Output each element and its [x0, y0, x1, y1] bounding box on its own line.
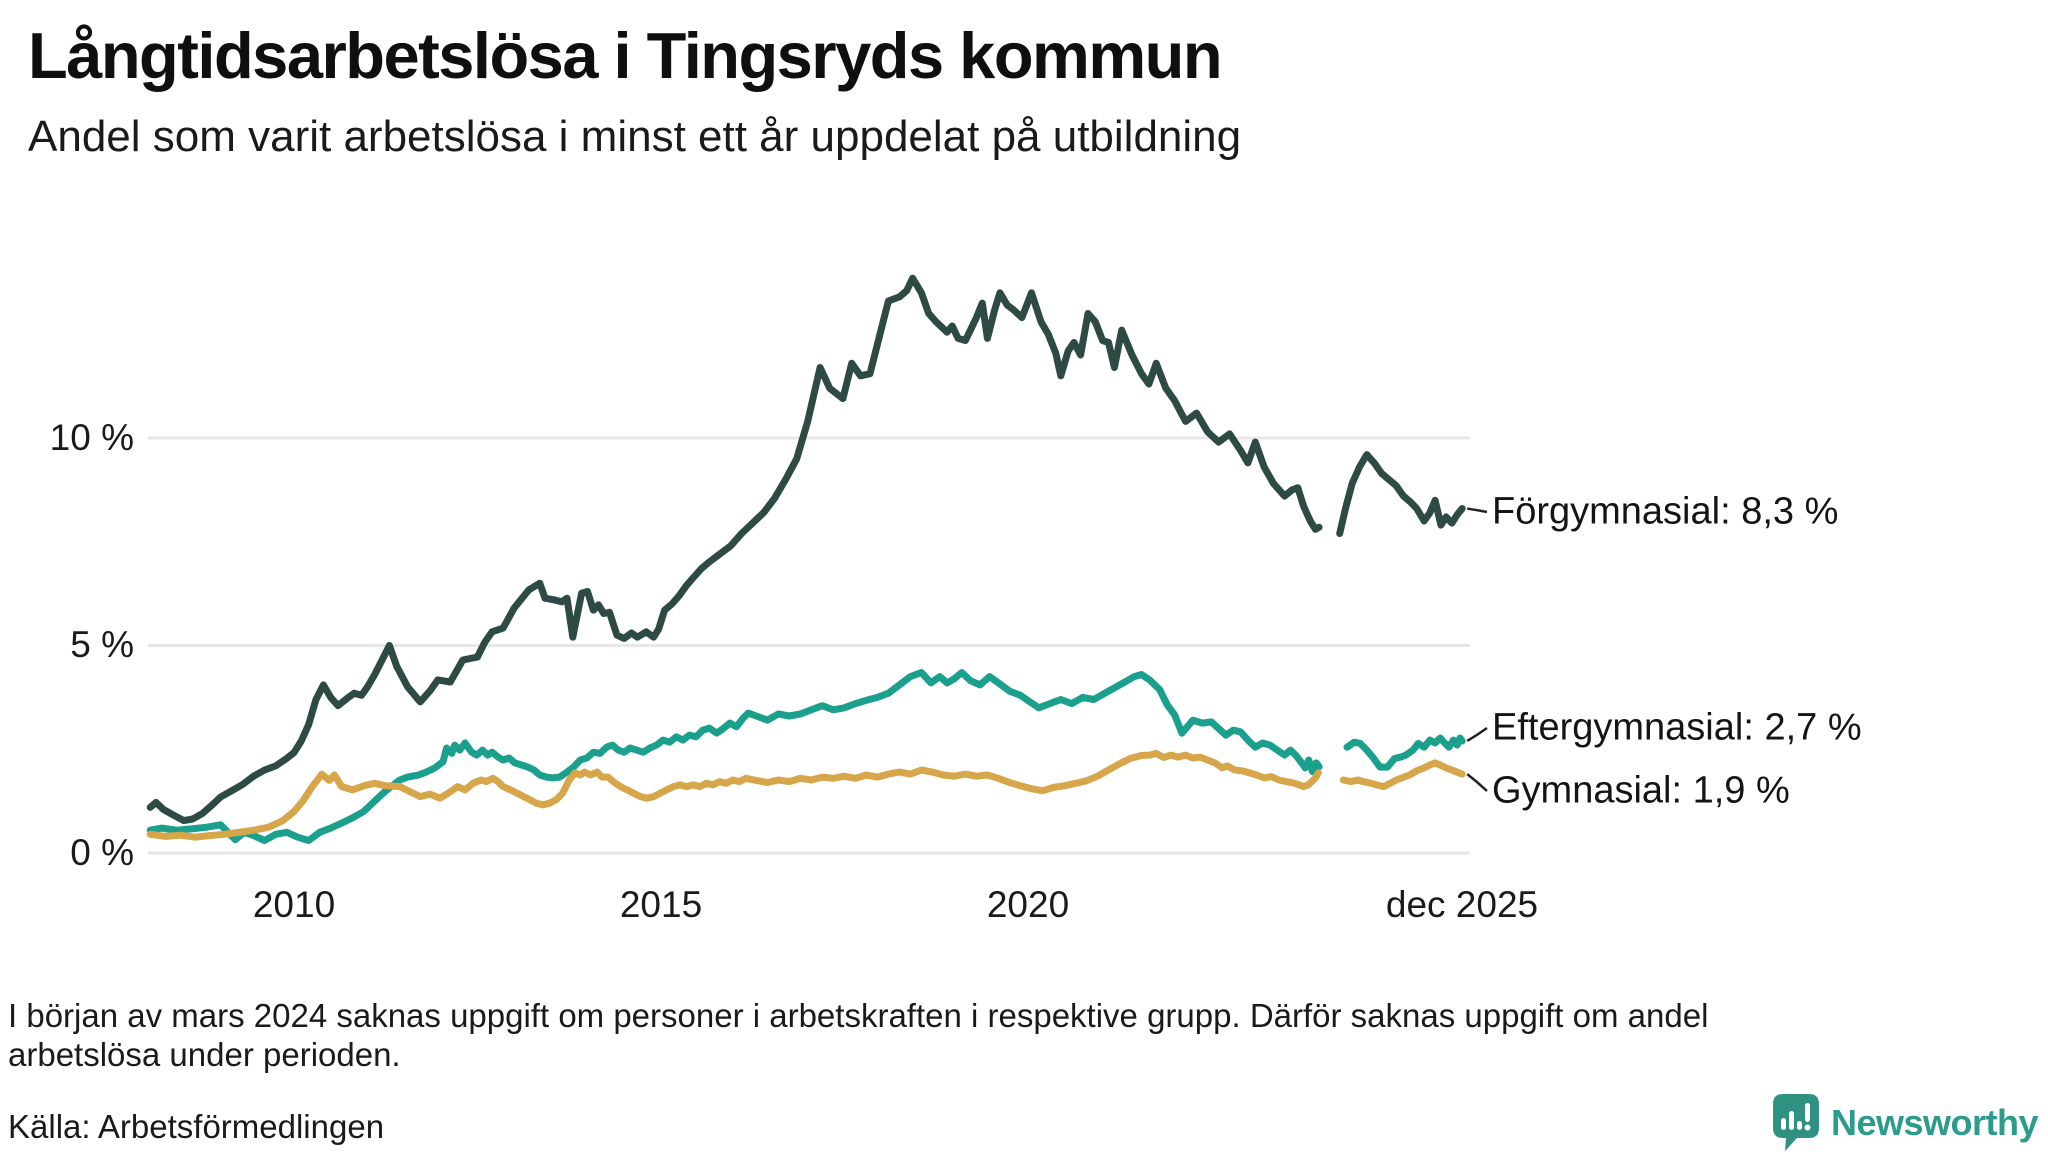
label-connector-gymnasial: [1466, 773, 1488, 792]
x-axis-tick-label-2010: 2010: [252, 884, 336, 925]
x-axis-tick-label-2020: 2020: [986, 884, 1070, 925]
x-axis-tick-label-2015: 2015: [619, 884, 703, 925]
y-axis-tick-label-0: 0 %: [70, 832, 134, 873]
newsworthy-wordmark: Newsworthy: [1830, 1102, 2039, 1143]
series-label-gymnasial: Gymnasial: 1,9 %: [1492, 769, 1790, 812]
page-subtitle: Andel som varit arbetslösa i minst ett å…: [28, 112, 1242, 161]
series-line-gymnasial: [146, 749, 1322, 841]
series-line-eftergymnasial: [146, 669, 1323, 844]
series-line-eftergymnasial: [1343, 734, 1466, 771]
series-line-förgymnasial: [1336, 451, 1466, 537]
source-note: Källa: Arbetsförmedlingen: [8, 1108, 385, 1145]
x-axis-tick-label-dec-2025: dec 2025: [1385, 884, 1539, 925]
label-connector-eftergymnasial: [1466, 726, 1488, 743]
series-line-gymnasial: [1339, 759, 1466, 791]
label-connectors: [1466, 507, 1488, 792]
newsworthy-bubble-chart-icon: [1772, 1094, 1819, 1151]
newsworthy-logo[interactable]: Newsworthy: [1772, 1094, 2039, 1152]
series-label-forgymnasial: Förgymnasial: 8,3 %: [1492, 490, 1839, 533]
y-axis-tick-label-10: 10 %: [49, 417, 134, 458]
series-lines: [146, 274, 1466, 844]
y-axis-tick-label-5: 5 %: [70, 624, 134, 665]
gridlines: [148, 436, 1470, 855]
label-connector-förgymnasial: [1467, 507, 1488, 514]
page-title: Långtidsarbetslösa i Tingsryds kommun: [28, 19, 1223, 92]
series-label-eftergymnasial: Eftergymnasial: 2,7 %: [1492, 706, 1862, 749]
footnote: I början av mars 2024 saknas uppgift om …: [8, 997, 1709, 1073]
series-line-förgymnasial: [146, 274, 1323, 825]
